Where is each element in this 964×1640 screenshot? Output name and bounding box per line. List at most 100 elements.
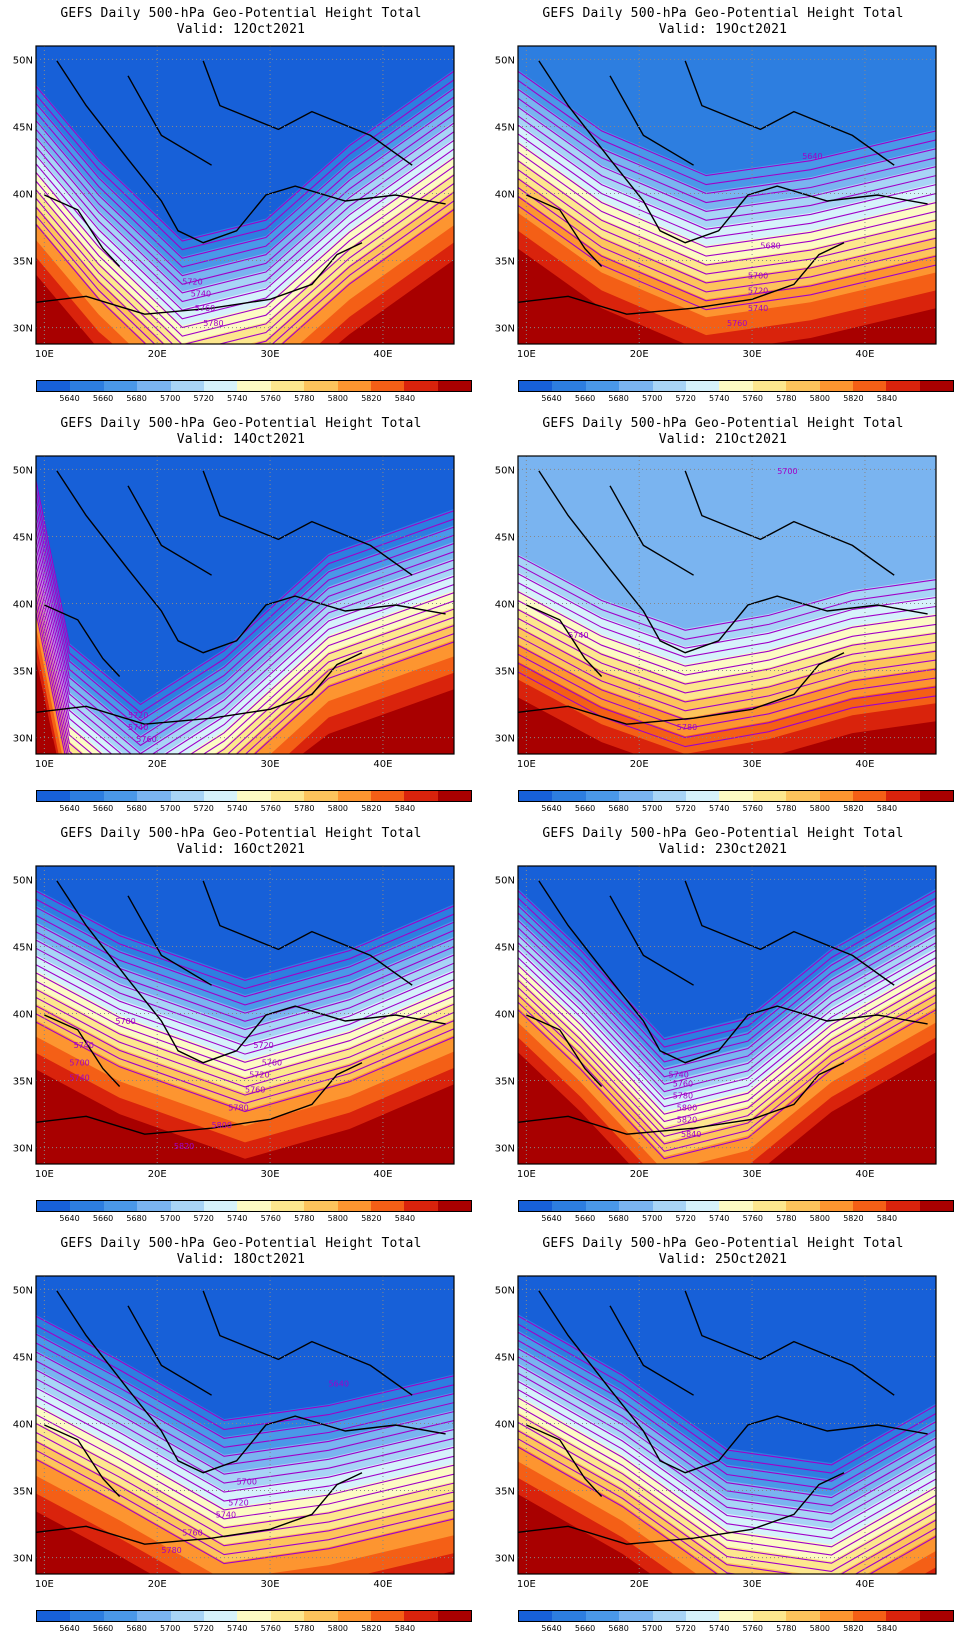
contour-label: 5780 <box>203 319 223 328</box>
lat-tick-label: 35N <box>495 257 515 268</box>
height-band <box>518 697 936 754</box>
colorbar-label: 5660 <box>574 1624 596 1633</box>
panel-valid-date: Valid: 14Oct2021 <box>176 432 306 447</box>
colorbar-swatch <box>270 381 305 391</box>
colorbar-label: 5640 <box>59 1624 80 1633</box>
contour-line <box>36 1005 454 1096</box>
colorbar-labels: 5640 5660 5680 5700 5720 5740 5760 5780 5800 5820… <box>36 804 472 816</box>
lon-tick-label: 40E <box>373 759 392 770</box>
height-band <box>518 1477 936 1574</box>
map-panel: GEFS Daily 500-hPa Geo-Potential Height … <box>482 0 964 410</box>
colorbar-swatch <box>786 791 820 801</box>
lat-tick-label: 30N <box>13 1144 33 1155</box>
panel-valid-date: Valid: 19Oct2021 <box>658 22 788 37</box>
lat-tick-label: 50N <box>495 55 515 66</box>
colorbar-swatch <box>786 381 820 391</box>
colorbar-swatch <box>70 1201 104 1211</box>
contour-line <box>36 105 454 277</box>
contour-line <box>36 898 454 990</box>
colorbar-swatch <box>170 381 204 391</box>
colorbar-label: 5760 <box>260 1624 281 1633</box>
colorbar-swatch <box>37 1201 71 1211</box>
height-band <box>36 1475 454 1574</box>
contour-label: 5720 <box>748 286 768 295</box>
contour-line <box>518 644 936 721</box>
contour-line <box>518 662 936 739</box>
lon-tick-label: 20E <box>630 349 649 360</box>
contour-label: 5760 <box>673 1080 693 1089</box>
colorbar-label: 5760 <box>742 1624 763 1633</box>
contour-label: 5740 <box>568 631 588 640</box>
contour-line <box>518 1009 936 1160</box>
colorbar-label: 5720 <box>193 804 214 813</box>
lon-tick-label: 10E <box>35 1579 54 1590</box>
map-panel: GEFS Daily 500-hPa Geo-Potential Height … <box>0 1230 482 1640</box>
contour-line <box>36 595 454 754</box>
colorbar-swatch <box>304 791 338 801</box>
lat-tick-label: 50N <box>495 465 515 476</box>
contour-line <box>518 106 936 212</box>
panel-title: GEFS Daily 500-hPa Geo-Potential Height … <box>542 6 904 21</box>
colorbar-swatch <box>404 1201 438 1211</box>
colorbar-swatch <box>270 791 305 801</box>
contour-line <box>518 912 936 1063</box>
contour-label: 5740 <box>216 1510 236 1519</box>
colorbar-swatch <box>552 1201 586 1211</box>
contour-line <box>36 923 454 1014</box>
colorbar-swatch <box>552 381 586 391</box>
lon-tick-label: 30E <box>261 1579 280 1590</box>
lat-tick-label: 45N <box>495 1352 515 1363</box>
colorbar-swatch <box>886 1611 920 1621</box>
contour-label: 5700 <box>748 271 768 280</box>
contour-line <box>518 1372 936 1523</box>
contour-label: 5780 <box>228 1103 248 1112</box>
lon-tick-label: 20E <box>630 1169 649 1180</box>
contour-line <box>518 169 936 275</box>
colorbar-label: 5680 <box>608 1624 629 1633</box>
contour-line <box>36 131 454 303</box>
lat-tick-label: 40N <box>495 1010 515 1021</box>
contour-line <box>36 1449 454 1556</box>
colorbar-swatch <box>919 1201 954 1211</box>
contour-line <box>36 1351 454 1457</box>
colorbar-label: 5820 <box>361 394 382 403</box>
colorbar-swatch <box>237 381 271 391</box>
contour-line <box>518 942 936 1093</box>
contour-line <box>518 1001 936 1152</box>
colorbar-swatch <box>552 1611 586 1621</box>
height-band <box>36 1547 87 1574</box>
colorbar-swatch <box>237 791 271 801</box>
colorbar-label: 5700 <box>159 804 181 813</box>
contour-line <box>518 97 936 204</box>
lat-tick-label: 50N <box>13 1285 33 1296</box>
contour-label: 5720 <box>249 1071 269 1080</box>
contour-label: 5740 <box>191 289 211 298</box>
lat-tick-label: 45N <box>13 942 33 953</box>
colorbar-swatch <box>137 381 171 391</box>
contour-line <box>518 79 936 186</box>
contour-line <box>518 1430 936 1574</box>
colorbar-swatch <box>886 791 920 801</box>
lat-tick-label: 35N <box>13 1487 33 1498</box>
lat-tick-label: 35N <box>13 667 33 678</box>
colorbar-label: 5760 <box>260 804 281 813</box>
lat-tick-label: 30N <box>495 1144 515 1155</box>
colorbar-label: 5820 <box>843 394 864 403</box>
contour-line <box>36 997 454 1088</box>
lon-tick-label: 30E <box>743 349 762 360</box>
contour-line <box>518 582 936 658</box>
colorbar-swatch <box>170 1201 204 1211</box>
height-band <box>518 1082 936 1164</box>
colorbar-label: 5840 <box>394 394 416 403</box>
lat-tick-label: 50N <box>495 1285 515 1296</box>
contour-label: 5700 <box>115 1017 135 1026</box>
lon-tick-label: 20E <box>630 759 649 770</box>
colorbar-label: 5800 <box>327 1624 349 1633</box>
contour-label: 5760 <box>262 1059 282 1068</box>
height-band <box>36 692 454 754</box>
map-frame <box>517 865 937 1165</box>
map-panel: GEFS Daily 500-hPa Geo-Potential Height … <box>482 1230 964 1640</box>
height-band <box>518 679 936 754</box>
colorbar-labels: 5640 5660 5680 5700 5720 5740 5760 5780 5800 5820… <box>36 1624 472 1636</box>
